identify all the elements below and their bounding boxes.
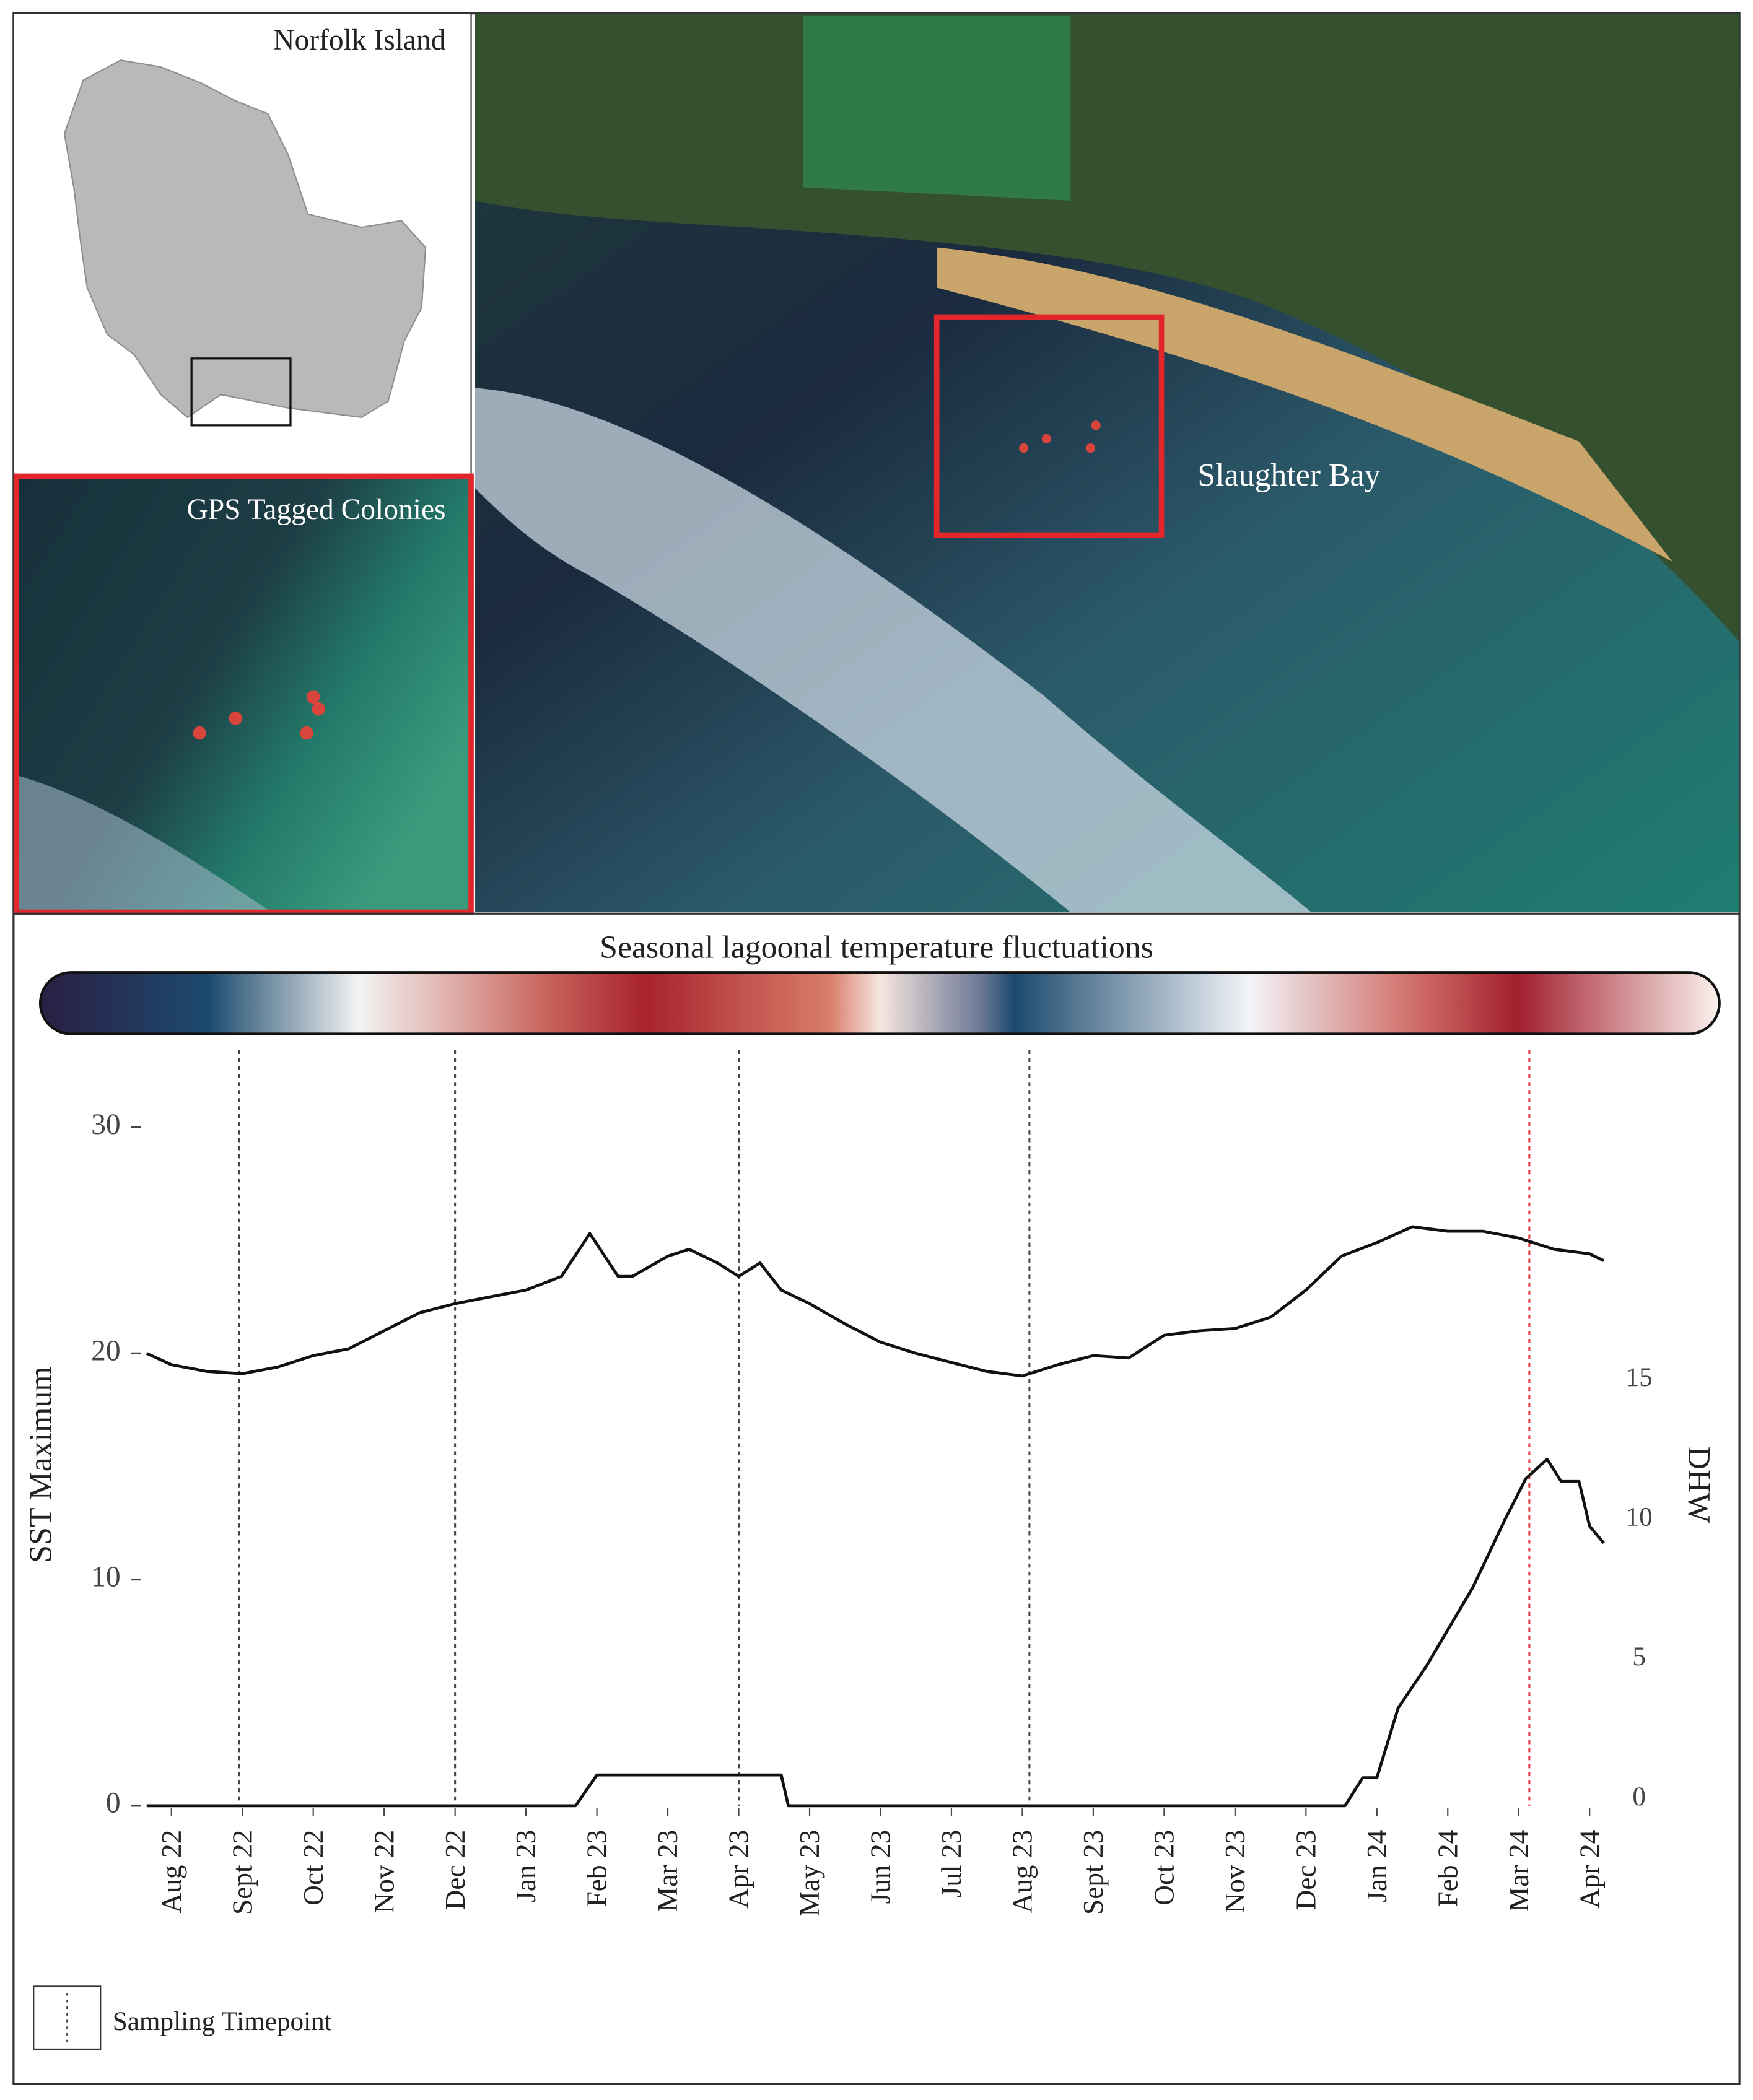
y-tick-label: 20 [91, 1335, 121, 1367]
legend-box [33, 1985, 102, 2050]
y2-tick-label: 0 [1632, 1782, 1646, 1811]
y2-axis-title: DHW [1681, 1447, 1716, 1523]
inset-title: Norfolk Island [273, 24, 446, 56]
colony-dot [300, 726, 313, 740]
colony-dot [312, 702, 326, 716]
series-line [146, 1225, 1605, 1378]
colony-dot [1019, 443, 1029, 453]
y-tick-label: 0 [106, 1787, 121, 1819]
x-tick-label: Nov 22 [369, 1830, 400, 1914]
y2-tick-label: 10 [1626, 1503, 1653, 1532]
x-tick-label: Dec 23 [1290, 1830, 1321, 1910]
surf-zone [475, 388, 1311, 913]
beach [937, 247, 1673, 562]
x-tick-label: Jan 23 [510, 1830, 541, 1902]
x-tick-label: Jun 23 [865, 1830, 896, 1904]
x-tick-label: Jul 23 [936, 1830, 967, 1898]
x-tick-label: Oct 22 [298, 1830, 329, 1906]
x-tick-label: Mar 24 [1503, 1830, 1534, 1912]
x-tick-label: Sept 23 [1078, 1830, 1109, 1915]
x-tick-label: Apr 23 [723, 1830, 754, 1909]
colony-dot [1086, 443, 1096, 453]
x-tick-label: Dec 22 [440, 1830, 471, 1910]
colony-dot [1041, 434, 1051, 443]
colony-dot [1091, 420, 1101, 430]
x-tick-label: Apr 24 [1574, 1830, 1605, 1909]
zoom-surf [19, 775, 268, 910]
y-tick-label: 30 [91, 1109, 121, 1141]
land [475, 13, 1740, 642]
inset-locator [190, 357, 292, 427]
y2-tick-label: 15 [1626, 1363, 1653, 1392]
x-tick-label: Sept 22 [227, 1830, 258, 1915]
colony-dot [193, 726, 206, 740]
colorbar-title: Seasonal lagoonal temperature fluctuatio… [600, 930, 1153, 965]
field [803, 15, 1071, 201]
zoom-locator [933, 314, 1165, 538]
zoom-title: GPS Tagged Colonies [186, 494, 445, 526]
bay-label: Slaughter Bay [1197, 458, 1380, 493]
x-tick-label: Oct 23 [1148, 1830, 1179, 1906]
x-tick-label: Feb 24 [1432, 1830, 1463, 1907]
x-tick-label: May 23 [794, 1830, 825, 1917]
series-line [146, 1457, 1605, 1808]
y-axis-title: SST Maximum [23, 1366, 58, 1562]
y-tick-label: 10 [91, 1561, 121, 1593]
x-tick-label: Mar 23 [652, 1830, 683, 1912]
y2-tick-label: 5 [1632, 1642, 1646, 1671]
legend-label: Sampling Timepoint [113, 2007, 332, 2036]
island-shape [63, 59, 427, 419]
x-tick-label: Feb 23 [582, 1830, 613, 1907]
x-tick-label: Aug 23 [1007, 1830, 1038, 1914]
colorbar [38, 971, 1721, 1035]
x-tick-label: Jan 24 [1362, 1830, 1392, 1902]
x-tick-label: Nov 23 [1220, 1830, 1251, 1914]
colony-dot [306, 690, 320, 704]
colony-dot [229, 712, 243, 725]
x-tick-label: Aug 22 [156, 1830, 187, 1914]
